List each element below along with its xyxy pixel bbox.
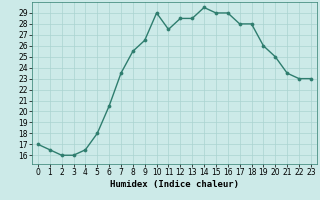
X-axis label: Humidex (Indice chaleur): Humidex (Indice chaleur): [110, 180, 239, 189]
